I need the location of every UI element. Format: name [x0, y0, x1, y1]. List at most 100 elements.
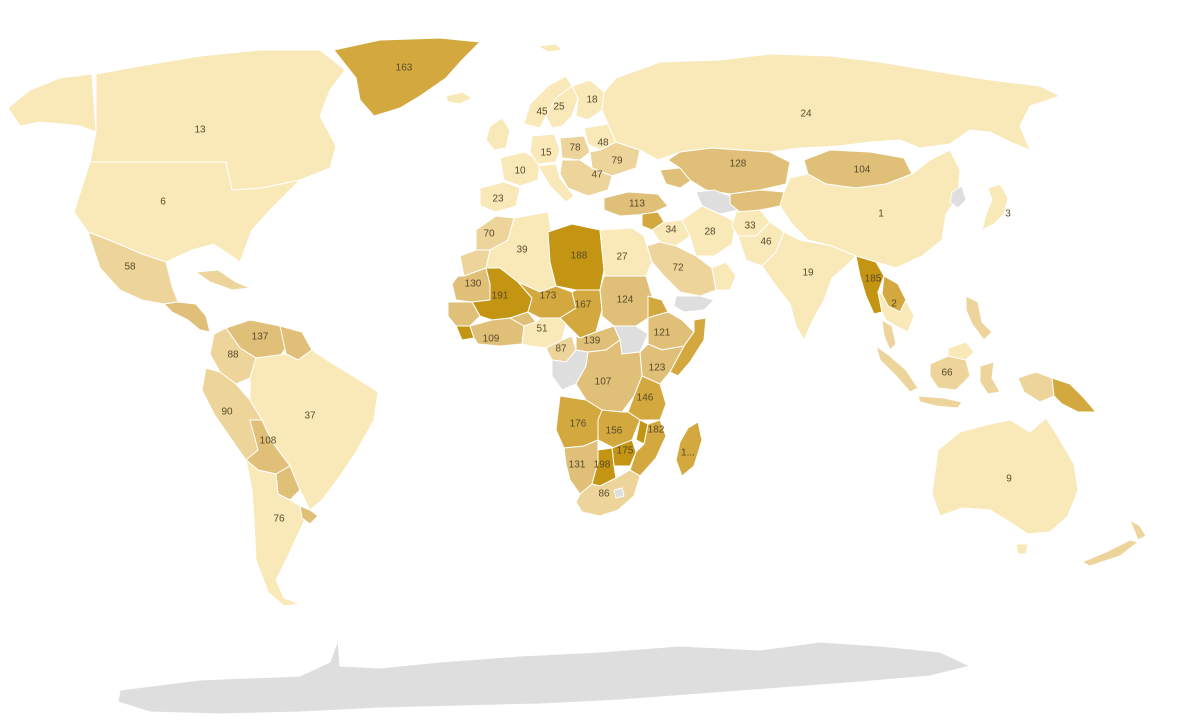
- label-pakistan: 46: [760, 237, 772, 248]
- label-afghanistan: 33: [744, 221, 756, 232]
- region-japan[interactable]: [981, 183, 1009, 231]
- label-sweden: 25: [553, 102, 565, 113]
- region-tasmania[interactable]: [1015, 543, 1029, 555]
- region-lesotho[interactable]: [613, 487, 625, 499]
- label-norway: 45: [536, 107, 548, 118]
- label-ecuador-peru: 90: [221, 407, 233, 418]
- region-new-guinea-west[interactable]: [1017, 371, 1055, 403]
- region-central-america[interactable]: [162, 301, 211, 333]
- label-namibia: 131: [569, 460, 586, 471]
- label-morocco: 70: [483, 229, 495, 240]
- label-bolivia: 108: [260, 436, 277, 447]
- region-egypt[interactable]: [599, 227, 653, 277]
- label-libya: 188: [571, 251, 588, 262]
- region-india[interactable]: [761, 231, 857, 342]
- label-turkey: 113: [629, 199, 645, 210]
- label-west-coast: 109: [483, 334, 500, 345]
- label-mauritania: 130: [465, 279, 482, 290]
- region-germany[interactable]: [529, 133, 561, 165]
- label-south-africa: 86: [598, 489, 610, 500]
- label-balkans: 47: [591, 170, 603, 181]
- region-sulawesi[interactable]: [979, 361, 1001, 395]
- region-java[interactable]: [917, 395, 963, 409]
- label-drc: 107: [595, 377, 612, 388]
- region-yemen[interactable]: [673, 295, 715, 313]
- label-germany: 15: [540, 148, 552, 159]
- label-brazil: 37: [304, 411, 316, 422]
- label-zimbabwe: 175: [617, 446, 634, 457]
- label-nigeria: 51: [536, 324, 548, 335]
- label-tanzania: 146: [637, 393, 654, 404]
- region-new-zealand-south[interactable]: [1080, 539, 1140, 567]
- region-sumatra[interactable]: [875, 344, 919, 393]
- label-sudan: 124: [617, 295, 634, 306]
- label-car: 139: [584, 336, 601, 347]
- label-iraq: 34: [665, 225, 677, 236]
- region-madagascar[interactable]: [675, 421, 703, 477]
- region-gulf-states[interactable]: [711, 261, 737, 291]
- region-russia[interactable]: [601, 53, 1062, 161]
- label-myanmar: 185: [865, 274, 882, 285]
- region-caribbean[interactable]: [194, 269, 252, 291]
- region-iran[interactable]: [681, 205, 737, 257]
- region-argentina-chile[interactable]: [245, 458, 311, 607]
- label-usa: 6: [160, 197, 166, 208]
- region-thailand-vietnam[interactable]: [877, 291, 915, 333]
- label-niger: 173: [540, 291, 557, 302]
- region-australia[interactable]: [931, 417, 1079, 535]
- label-canada: 13: [194, 125, 206, 136]
- region-antarctica[interactable]: [117, 639, 972, 715]
- label-colombia: 88: [227, 350, 239, 361]
- label-algeria: 39: [516, 245, 528, 256]
- region-iberia[interactable]: [479, 181, 521, 213]
- label-poland: 78: [569, 143, 581, 154]
- label-chad: 167: [575, 300, 592, 311]
- label-mongolia: 104: [854, 165, 871, 176]
- label-botswana: 198: [594, 460, 611, 471]
- region-turkey[interactable]: [603, 191, 669, 217]
- region-uruguay[interactable]: [299, 505, 319, 525]
- region-kazakhstan[interactable]: [667, 147, 791, 195]
- region-somalia[interactable]: [669, 317, 707, 377]
- region-south-africa[interactable]: [575, 469, 641, 517]
- label-japan: 3: [1005, 209, 1011, 220]
- region-poland[interactable]: [559, 135, 591, 161]
- region-greenland[interactable]: [333, 37, 482, 117]
- region-uk-ireland[interactable]: [485, 117, 511, 151]
- label-egypt: 27: [616, 252, 628, 263]
- region-central-asia[interactable]: [729, 189, 785, 213]
- label-madagascar: 1...: [681, 448, 695, 459]
- label-france: 10: [514, 166, 526, 177]
- label-mali: 191: [492, 291, 509, 302]
- label-ethiopia: 121: [654, 328, 671, 339]
- region-balkans[interactable]: [559, 159, 613, 197]
- label-angola: 176: [570, 419, 587, 430]
- label-china: 1: [878, 209, 884, 220]
- region-nigeria[interactable]: [521, 317, 567, 349]
- label-thailand-vietnam: 2: [891, 299, 897, 310]
- region-malay-peninsula[interactable]: [881, 319, 897, 351]
- label-australia: 9: [1006, 474, 1012, 485]
- region-sweden[interactable]: [545, 85, 579, 129]
- region-papua-new-guinea[interactable]: [1051, 377, 1098, 413]
- region-new-zealand-north[interactable]: [1128, 518, 1147, 541]
- label-mexico: 58: [124, 262, 136, 273]
- region-alaska[interactable]: [7, 73, 97, 133]
- label-mozambique: 182: [648, 425, 665, 436]
- label-iran: 28: [704, 227, 716, 238]
- region-iceland[interactable]: [445, 91, 474, 105]
- label-borneo: 66: [941, 368, 953, 379]
- label-finland: 18: [586, 95, 598, 106]
- region-france[interactable]: [499, 151, 541, 187]
- label-iberia: 23: [492, 194, 504, 205]
- region-borneo-north[interactable]: [947, 341, 975, 361]
- label-greenland: 163: [396, 63, 413, 74]
- region-myanmar[interactable]: [855, 255, 885, 315]
- region-philippines[interactable]: [965, 295, 993, 341]
- label-belarus: 48: [597, 138, 609, 149]
- region-italy[interactable]: [537, 163, 575, 203]
- region-svalbard[interactable]: [536, 43, 564, 53]
- region-north-korea[interactable]: [949, 185, 967, 209]
- label-kenya: 123: [649, 363, 666, 374]
